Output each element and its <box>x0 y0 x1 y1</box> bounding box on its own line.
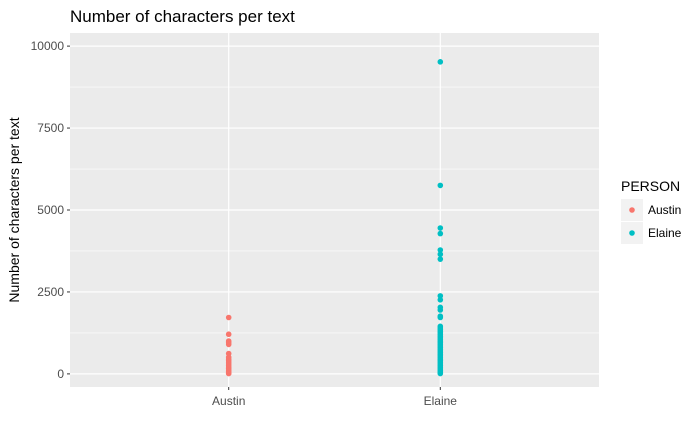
data-point-elaine <box>437 182 444 189</box>
data-point-austin <box>225 341 232 348</box>
y-axis: 0 2500 5000 7500 10000 <box>31 39 70 381</box>
y-tick-label: 10000 <box>31 39 65 53</box>
data-point-elaine <box>437 297 444 303</box>
minor-gridlines <box>70 86 599 334</box>
legend-marker-austin <box>629 207 635 213</box>
y-tick-label: 2500 <box>37 285 64 299</box>
x-tick-label-austin: Austin <box>212 394 245 408</box>
x-axis: Austin Elaine <box>212 387 457 408</box>
data-point-elaine <box>437 370 444 377</box>
data-point-elaine <box>437 230 444 237</box>
data-point-elaine <box>437 256 444 262</box>
y-tick-label: 5000 <box>37 203 64 217</box>
data-points <box>225 59 444 377</box>
data-point-elaine <box>437 247 444 253</box>
y-tick-label: 7500 <box>37 121 64 135</box>
legend-marker-elaine <box>629 230 635 236</box>
legend-label-elaine: Elaine <box>648 226 682 240</box>
data-point-austin <box>225 314 232 321</box>
data-point-elaine <box>437 314 444 321</box>
data-point-elaine <box>437 307 444 313</box>
data-point-elaine <box>437 293 444 299</box>
y-tick-label: 0 <box>57 367 64 381</box>
x-tick-label-elaine: Elaine <box>424 394 458 408</box>
data-point-austin <box>225 331 232 338</box>
legend-label-austin: Austin <box>648 203 681 217</box>
data-point-austin <box>225 370 232 377</box>
y-axis-title: Number of characters per text <box>6 117 22 302</box>
data-point-elaine <box>437 59 444 65</box>
data-point-elaine <box>437 225 444 231</box>
legend-items: Austin Elaine <box>621 199 682 244</box>
chart-title: Number of characters per text <box>70 7 295 26</box>
legend-title: PERSON <box>621 178 680 194</box>
legend: PERSON Austin Elaine <box>621 178 682 244</box>
data-point-elaine <box>437 251 444 258</box>
